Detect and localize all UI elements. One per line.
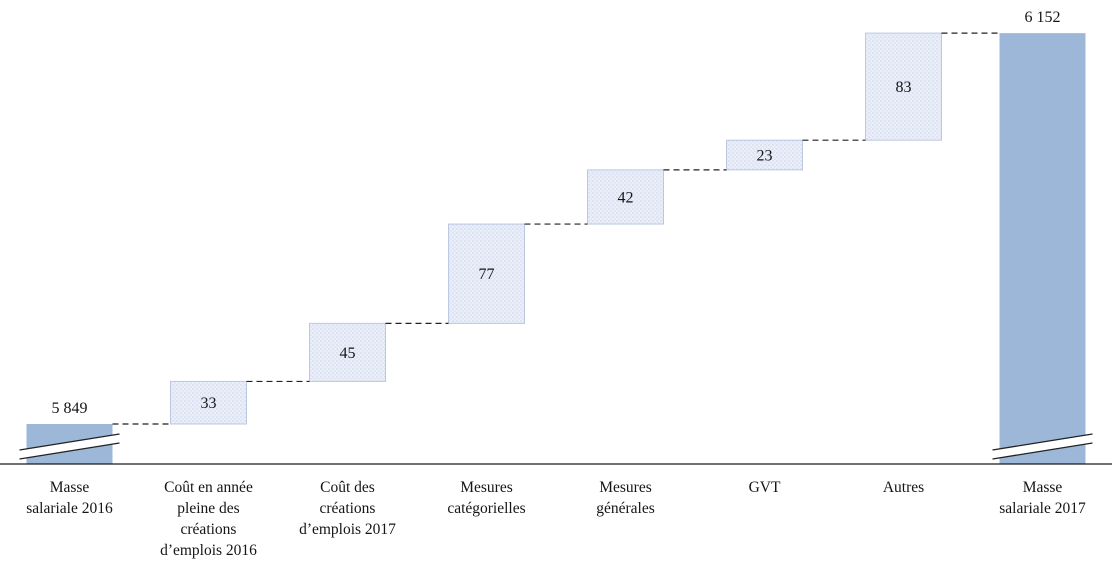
x-axis-label-line: salariale 2016 (26, 500, 113, 517)
labels-group: 5 849 33 45 77 42 23 83 6 152 Masse salariale 201… (26, 9, 1086, 559)
waterfall-bar (170, 380, 247, 425)
axis-break-slash (19, 442, 120, 460)
waterfall-bar (726, 139, 803, 171)
waterfall-bar (587, 169, 664, 225)
axis-break-gap (992, 434, 1093, 459)
x-axis-label-line: Coût en année (164, 479, 253, 496)
x-axis-label-line: catégorielles (447, 500, 525, 517)
bars-group (26, 32, 1086, 464)
bar-value-label: 5 849 (52, 400, 88, 417)
axis-break-slash (19, 433, 120, 451)
x-axis-label: GVT (749, 479, 781, 496)
axis-break-gap (19, 434, 120, 459)
x-axis-label: Coût des créations d’emplois 2017 (299, 479, 396, 538)
bar-value-label: 45 (340, 345, 356, 362)
x-axis-label-line: Mesures (460, 479, 513, 496)
x-axis-label-line: Masse (50, 479, 90, 496)
axis-break-slash (992, 442, 1093, 460)
axis-break-slash (992, 433, 1093, 451)
x-axis-label-line: créations (320, 500, 376, 517)
bar-value-label: 6 152 (1025, 9, 1061, 26)
waterfall-bar (999, 33, 1086, 464)
x-axis-label-line: générales (596, 500, 655, 517)
x-axis-label: Autres (883, 479, 924, 496)
x-axis-label-line: d’emplois 2017 (299, 521, 396, 538)
bar-value-label: 83 (896, 79, 912, 96)
waterfall-bar (309, 322, 386, 382)
x-axis-label: Masse salariale 2016 (26, 479, 113, 517)
x-axis-label-line: GVT (749, 479, 781, 496)
x-axis-label-line: d’emplois 2016 (160, 542, 257, 559)
axis-break-group (19, 433, 1093, 460)
x-axis-label-line: salariale 2017 (999, 500, 1086, 517)
x-axis-label-line: Masse (1023, 479, 1063, 496)
bar-value-label: 42 (618, 189, 634, 206)
x-axis-label: Coût en année pleine des créations d’emploi… (160, 479, 257, 559)
bar-value-label: 23 (757, 148, 773, 165)
waterfall-bar (448, 223, 525, 324)
connectors-group (112, 32, 1000, 425)
bar-value-label: 33 (201, 395, 217, 412)
x-axis-label-line: Coût des (320, 479, 375, 496)
x-axis-label-line: créations (181, 521, 237, 538)
x-axis-label-line: Autres (883, 479, 924, 496)
bar-value-label: 77 (479, 266, 495, 283)
waterfall-bar (865, 32, 942, 141)
x-axis-label: Masse salariale 2017 (999, 479, 1086, 517)
x-axis-label: Mesures catégorielles (447, 479, 525, 517)
x-axis-label-line: Mesures (599, 479, 652, 496)
x-axis-label: Mesures générales (596, 479, 655, 517)
x-axis-label-line: pleine des (177, 500, 239, 517)
